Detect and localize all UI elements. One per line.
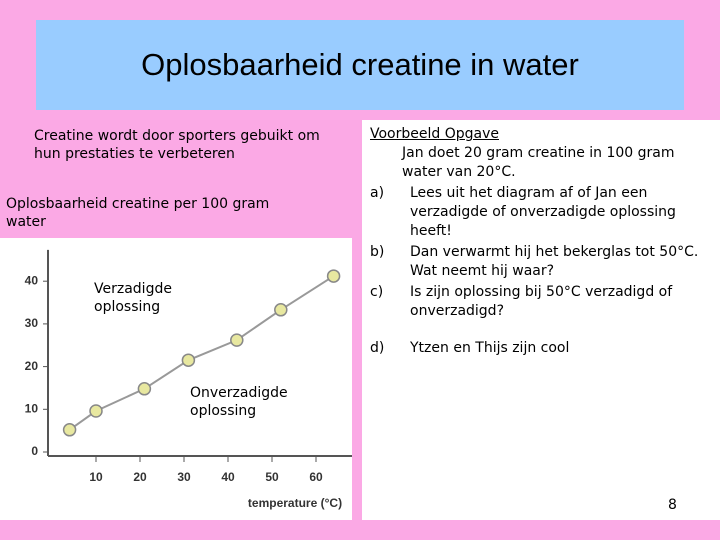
point — [62, 423, 77, 437]
point — [89, 404, 103, 418]
y-tick-label: 20 — [25, 359, 39, 373]
point — [181, 353, 196, 367]
point — [326, 269, 341, 283]
x-axis-label: temperature (°C) — [248, 496, 342, 510]
x-tick-label: 50 — [265, 470, 279, 484]
point — [230, 333, 244, 347]
annotation: Verzadigde oplossing — [94, 281, 172, 315]
item-label: a) — [370, 185, 385, 201]
x-tick-label: 40 — [221, 470, 235, 484]
annotation: Onverzadigde oplossing — [190, 385, 288, 419]
y-tick-label: 10 — [25, 401, 39, 415]
page-number: 8 — [668, 497, 677, 513]
item-text: Lees uit het diagram af of Jan een verza… — [410, 185, 676, 239]
item-label: c) — [370, 284, 384, 300]
exercise-item: a) Lees uit het diagram af of Jan een ver… — [370, 184, 712, 241]
x-tick-label: 30 — [177, 470, 191, 484]
exercise-heading: Voorbeeld Opgave — [370, 126, 499, 142]
point — [137, 382, 152, 396]
y-tick-label: 0 — [31, 444, 38, 458]
exercise-item: d) Ytzen en Thijs zijn cool — [370, 339, 712, 358]
left-intro: Creatine wordt door sporters gebuikt om … — [34, 128, 320, 162]
point — [274, 303, 288, 317]
chart: 0 10 20 30 40 10 20 30 40 50 60 temperature (°C) — [25, 249, 357, 510]
x-tick-label: 20 — [133, 470, 147, 484]
y-tick-label: 30 — [25, 316, 39, 330]
exercise-intro: Jan doet 20 gram creatine in 100 gram wa… — [402, 145, 675, 180]
exercise-item: c) Is zijn oplossing bij 50°C verzadigd o… — [370, 283, 712, 321]
x-tick-label: 10 — [89, 470, 103, 484]
item-label: b) — [370, 244, 385, 260]
item-label: d) — [370, 340, 385, 356]
exercise-panel: Voorbeeld Opgave Jan doet 20 gram creati… — [362, 120, 720, 520]
chart-caption: Oplosbaarheid creatine per 100 gram wate… — [6, 196, 270, 230]
item-text: Ytzen en Thijs zijn cool — [410, 340, 570, 356]
title: Oplosbaarheid creatine in water — [36, 20, 684, 110]
x-tick-label: 60 — [309, 470, 323, 484]
exercise-items: a) Lees uit het diagram af of Jan een ver… — [370, 184, 712, 358]
y-tick-label: 40 — [25, 273, 39, 287]
item-text: Is zijn oplossing bij 50°C verzadigd of … — [410, 284, 673, 319]
item-text: Dan verwarmt hij het bekerglas tot 50°C.… — [410, 244, 699, 279]
chart-area: 0 10 20 30 40 10 20 30 40 50 60 temperature (°C) — [0, 238, 357, 520]
exercise-item: b) Dan verwarmt hij het bekerglas tot 50°… — [370, 243, 712, 281]
